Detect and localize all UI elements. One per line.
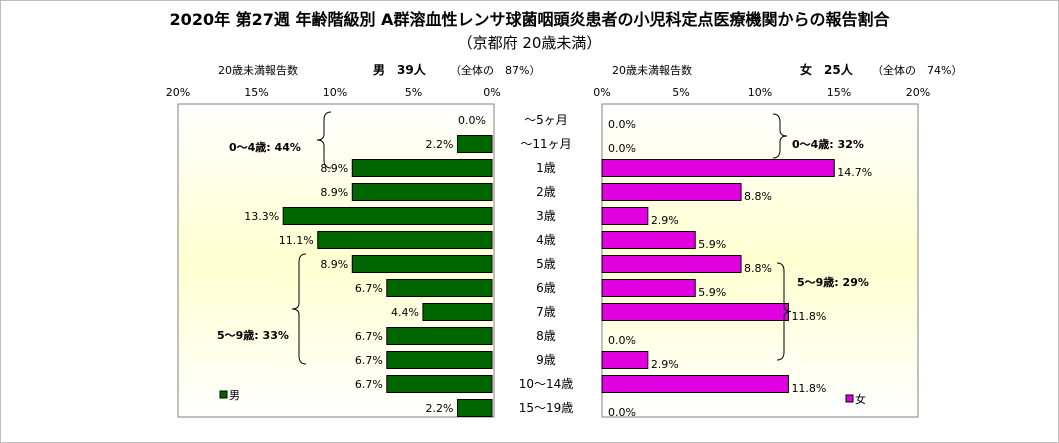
male-0-4-annotation: 0～4歳: 44%	[229, 140, 301, 154]
female-bar	[601, 255, 742, 273]
female-5-9-annotation: 5～9歳: 29%	[797, 275, 869, 289]
category-label: 9歳	[536, 353, 556, 367]
male-bar	[456, 399, 493, 417]
category-label: 1歳	[536, 161, 556, 175]
male-data-label: 13.3%	[244, 210, 279, 223]
male-bar	[386, 375, 493, 393]
female-data-label: 0.0%	[608, 334, 636, 347]
category-label: ～11ヶ月	[520, 137, 571, 151]
category-label: 6歳	[536, 281, 556, 295]
female-bar	[601, 207, 649, 225]
male-axis-tick: 15%	[244, 86, 268, 99]
female-bar	[601, 303, 789, 321]
male-count-label: 20歳未満報告数	[218, 64, 298, 77]
male-data-label: 11.1%	[279, 234, 314, 247]
male-data-label: 6.7%	[355, 354, 383, 367]
male-data-label: 2.2%	[426, 402, 454, 415]
female-axis-tick: 15%	[827, 86, 851, 99]
male-data-label: 6.7%	[355, 282, 383, 295]
male-bar	[351, 159, 493, 177]
female-data-label: 2.9%	[651, 358, 679, 371]
male-bar	[317, 231, 493, 249]
male-5-9-brace	[291, 253, 307, 365]
male-axis-tick: 0%	[483, 86, 500, 99]
category-label: 10～14歳	[519, 377, 574, 391]
female-count-label: 20歳未満報告数	[612, 64, 692, 77]
category-label: ～5ヶ月	[524, 113, 568, 127]
female-data-label: 11.8%	[791, 310, 826, 323]
male-sex-count: 男 39人	[373, 63, 426, 77]
chart-subtitle: （京都府 20歳未満）	[457, 34, 602, 52]
male-axis-tick: 10%	[323, 86, 347, 99]
male-axis-tick: 5%	[405, 86, 422, 99]
female-data-label: 14.7%	[837, 166, 872, 179]
male-legend-label: 男	[229, 389, 240, 402]
category-label: 5歳	[536, 257, 556, 271]
female-data-label: 0.0%	[608, 406, 636, 419]
male-5-9-annotation: 5～9歳: 33%	[217, 328, 289, 342]
chart-title: 2020年 第27週 年齢階級別 A群溶血性レンサ球菌咽頭炎患者の小児科定点医療…	[169, 10, 890, 29]
female-bar	[601, 183, 742, 201]
female-legend-label: 女	[855, 392, 866, 406]
female-axis-tick: 5%	[672, 86, 689, 99]
category-label: 8歳	[536, 329, 556, 343]
male-bar	[456, 135, 493, 153]
male-bar	[422, 303, 493, 321]
category-label: 15～19歳	[519, 401, 574, 415]
male-data-label: 0.0%	[458, 114, 486, 127]
male-bar	[351, 183, 493, 201]
male-data-label: 8.9%	[320, 162, 348, 175]
female-bar	[601, 159, 835, 177]
male-data-label: 2.2%	[426, 138, 454, 151]
female-data-label: 2.9%	[651, 214, 679, 227]
category-label: 2歳	[536, 185, 556, 199]
male-bar	[386, 279, 493, 297]
female-bar	[601, 351, 649, 369]
female-0-4-annotation: 0～4歳: 32%	[792, 137, 864, 151]
female-bar	[601, 279, 696, 297]
category-label: 7歳	[536, 305, 556, 319]
male-bar	[282, 207, 493, 225]
female-data-label: 5.9%	[698, 238, 726, 251]
female-data-label: 8.8%	[744, 190, 772, 203]
male-share: （全体の 87%）	[450, 64, 541, 77]
female-5-9-brace	[776, 262, 792, 361]
male-data-label: 8.9%	[320, 258, 348, 271]
male-0-4-brace	[316, 111, 332, 169]
female-data-label: 11.8%	[791, 382, 826, 395]
male-data-label: 8.9%	[320, 186, 348, 199]
male-axis-tick: 20%	[166, 86, 190, 99]
female-bar	[601, 375, 789, 393]
male-data-label: 4.4%	[391, 306, 419, 319]
female-bar	[601, 231, 696, 249]
male-bar	[386, 351, 493, 369]
male-bar	[386, 327, 493, 345]
male-bar	[351, 255, 493, 273]
category-label: 3歳	[536, 209, 556, 223]
female-axis-tick: 0%	[593, 86, 610, 99]
female-0-4-brace	[772, 113, 788, 159]
female-data-label: 0.0%	[608, 142, 636, 155]
female-axis-tick: 20%	[906, 86, 930, 99]
male-data-label: 6.7%	[355, 330, 383, 343]
female-sex-count: 女 25人	[800, 63, 853, 77]
female-legend-swatch	[845, 394, 854, 403]
female-axis-tick: 10%	[748, 86, 772, 99]
male-legend-swatch	[219, 390, 228, 399]
female-data-label: 5.9%	[698, 286, 726, 299]
female-data-label: 8.8%	[744, 262, 772, 275]
category-label: 4歳	[536, 233, 556, 247]
female-data-label: 0.0%	[608, 118, 636, 131]
female-share: （全体の 74%）	[872, 64, 963, 77]
male-data-label: 6.7%	[355, 378, 383, 391]
